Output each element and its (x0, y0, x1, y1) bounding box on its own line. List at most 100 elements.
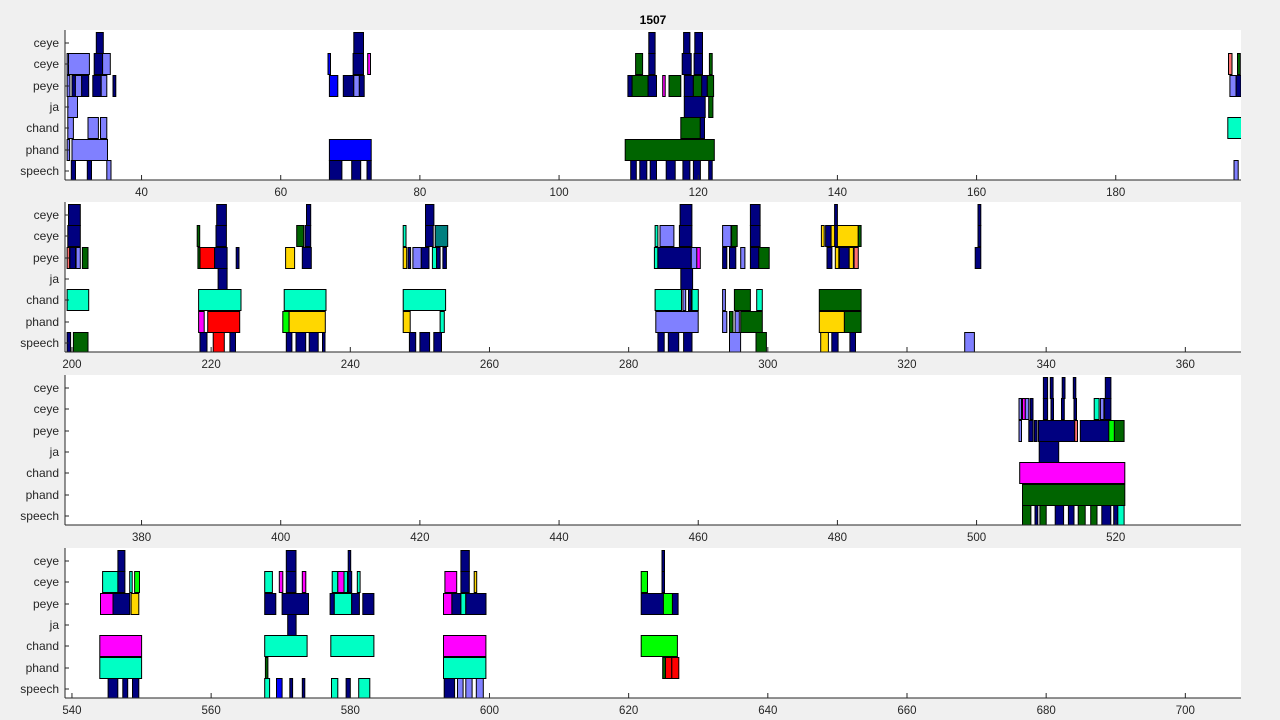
panel-1: ceye ceye peye ja chand phand speech 40 60 80 100 1… (20, 30, 1241, 199)
x-tick-label: 120 (689, 187, 708, 199)
segment (214, 247, 228, 269)
segment (839, 247, 850, 269)
segment (672, 593, 679, 615)
segment (402, 247, 408, 269)
segment (1090, 505, 1098, 525)
segment (306, 204, 312, 226)
segment (301, 571, 307, 593)
segment (964, 332, 975, 352)
segment (1049, 377, 1054, 399)
segment (99, 635, 143, 657)
segment (367, 53, 372, 75)
x-tick-label: 400 (271, 532, 290, 544)
x-tick-label: 640 (758, 705, 777, 717)
segment (81, 75, 90, 97)
segment (655, 311, 699, 333)
segment (679, 204, 693, 226)
segment (301, 247, 312, 269)
plot-area (65, 548, 1241, 698)
segment (425, 204, 435, 226)
x-tick-label: 100 (549, 187, 568, 199)
segment (729, 247, 737, 269)
segment (691, 289, 699, 311)
segment (67, 96, 79, 118)
segment (740, 247, 746, 269)
segment (1029, 398, 1034, 420)
segment (1227, 117, 1241, 139)
segment (75, 247, 81, 269)
segment (1229, 75, 1237, 97)
x-tick-label: 40 (135, 187, 148, 199)
segment (112, 593, 131, 615)
segment (216, 204, 227, 226)
segment (132, 678, 140, 698)
segment (107, 678, 119, 698)
segment (330, 635, 375, 657)
segments (66, 32, 1241, 180)
segment (285, 571, 297, 593)
segment (276, 678, 283, 698)
segment (977, 204, 982, 226)
segment (1104, 398, 1112, 420)
segment (662, 593, 673, 615)
segment (1101, 505, 1112, 525)
row-label: speech (20, 164, 59, 178)
row-label: chand (26, 293, 59, 307)
segment (358, 75, 365, 97)
segment (281, 593, 310, 615)
segment (419, 332, 431, 352)
segment (353, 75, 360, 97)
row-label: chand (26, 639, 59, 653)
x-tick-label: 500 (967, 532, 986, 544)
segment (1074, 420, 1078, 442)
segment (708, 96, 714, 118)
row-label: ceye (34, 208, 60, 222)
row-label: chand (26, 466, 59, 480)
segment (285, 550, 297, 572)
segment (328, 160, 343, 180)
x-tick-label: 240 (341, 359, 360, 371)
segment (68, 53, 90, 75)
segment (1022, 484, 1126, 506)
segment (122, 678, 129, 698)
segment (699, 117, 705, 139)
segment (337, 571, 345, 593)
segment (425, 225, 434, 247)
x-tick-label: 680 (1037, 705, 1056, 717)
figure-title: 1507 (640, 13, 667, 27)
segments (1018, 377, 1126, 525)
segment (1054, 505, 1065, 525)
segment (100, 117, 108, 139)
segment (134, 571, 141, 593)
segment (1067, 505, 1075, 525)
segment (849, 332, 857, 352)
segment (647, 75, 657, 97)
segment (444, 571, 458, 593)
segment (834, 204, 838, 226)
x-tick-label: 140 (828, 187, 847, 199)
segment (217, 268, 228, 290)
x-tick-label: 180 (1106, 187, 1125, 199)
segment (102, 53, 111, 75)
segment (199, 247, 216, 269)
segment (974, 247, 982, 269)
segments (99, 550, 680, 698)
segment (843, 311, 862, 333)
segment (402, 225, 407, 247)
x-tick-label: 200 (62, 359, 81, 371)
segment (264, 657, 269, 679)
segment (1077, 505, 1086, 525)
x-tick-label: 460 (689, 532, 708, 544)
segment (1028, 420, 1034, 442)
segment (328, 139, 372, 161)
segment (308, 332, 319, 352)
x-tick-label: 320 (897, 359, 916, 371)
segment (853, 247, 859, 269)
segment (451, 593, 462, 615)
segment (196, 225, 201, 247)
panel-3: ceye ceye peye ja chand phand speech 380 400 420 4… (20, 375, 1241, 544)
segment (1042, 377, 1049, 399)
segment (460, 550, 470, 572)
